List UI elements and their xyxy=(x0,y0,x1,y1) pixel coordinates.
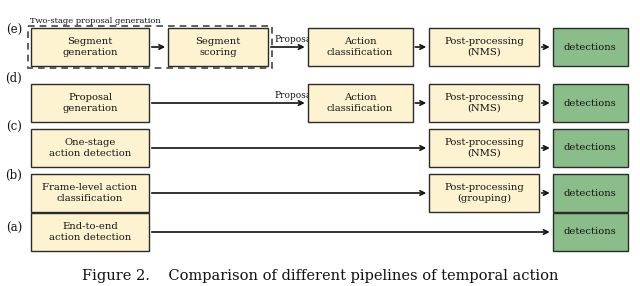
FancyBboxPatch shape xyxy=(429,84,539,122)
Text: Action
classification: Action classification xyxy=(327,37,393,57)
Text: detections: detections xyxy=(564,144,616,152)
FancyBboxPatch shape xyxy=(552,174,627,212)
Text: Segment
scoring: Segment scoring xyxy=(195,37,241,57)
Text: (e): (e) xyxy=(6,23,22,37)
FancyBboxPatch shape xyxy=(429,174,539,212)
FancyBboxPatch shape xyxy=(31,174,149,212)
Text: detections: detections xyxy=(564,43,616,51)
Text: End-to-end
action detection: End-to-end action detection xyxy=(49,222,131,242)
FancyBboxPatch shape xyxy=(552,28,627,66)
Text: Proposals: Proposals xyxy=(275,35,319,45)
FancyBboxPatch shape xyxy=(552,84,627,122)
FancyBboxPatch shape xyxy=(31,213,149,251)
FancyBboxPatch shape xyxy=(31,129,149,167)
Text: Post-processing
(grouping): Post-processing (grouping) xyxy=(444,183,524,203)
Text: Post-processing
(NMS): Post-processing (NMS) xyxy=(444,37,524,57)
FancyBboxPatch shape xyxy=(31,84,149,122)
FancyBboxPatch shape xyxy=(31,28,149,66)
Text: Proposal
generation: Proposal generation xyxy=(62,93,118,113)
Text: (a): (a) xyxy=(6,222,22,235)
Text: Post-processing
(NMS): Post-processing (NMS) xyxy=(444,93,524,113)
FancyBboxPatch shape xyxy=(429,129,539,167)
FancyBboxPatch shape xyxy=(552,213,627,251)
Text: Proposals: Proposals xyxy=(275,92,319,100)
Text: Action
classification: Action classification xyxy=(327,93,393,113)
Text: Post-processing
(NMS): Post-processing (NMS) xyxy=(444,138,524,158)
Text: Two-stage proposal generation: Two-stage proposal generation xyxy=(30,17,161,25)
Text: detections: detections xyxy=(564,188,616,198)
FancyBboxPatch shape xyxy=(307,84,413,122)
Text: Figure 2.    Comparison of different pipelines of temporal action: Figure 2. Comparison of different pipeli… xyxy=(82,269,558,283)
Text: Segment
generation: Segment generation xyxy=(62,37,118,57)
FancyBboxPatch shape xyxy=(168,28,268,66)
Text: detections: detections xyxy=(564,227,616,237)
Text: One-stage
action detection: One-stage action detection xyxy=(49,138,131,158)
FancyBboxPatch shape xyxy=(429,28,539,66)
Text: (c): (c) xyxy=(6,121,22,134)
FancyBboxPatch shape xyxy=(552,129,627,167)
FancyBboxPatch shape xyxy=(307,28,413,66)
Text: (d): (d) xyxy=(6,72,22,85)
Text: Frame-level action
classification: Frame-level action classification xyxy=(42,183,138,203)
Text: detections: detections xyxy=(564,98,616,108)
Text: (b): (b) xyxy=(6,169,22,182)
